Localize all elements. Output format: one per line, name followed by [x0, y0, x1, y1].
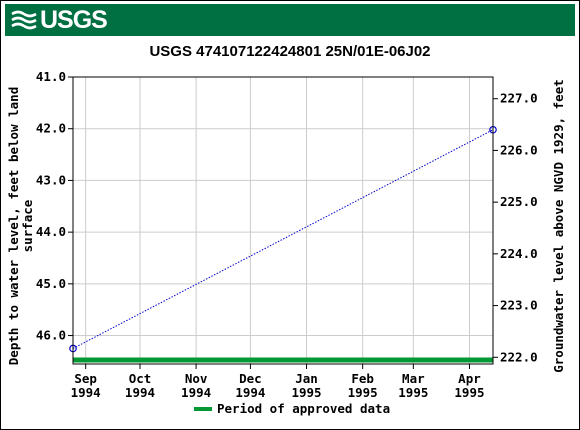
- x-tick-label-year: 1994: [235, 385, 265, 400]
- x-tick-label-month: Feb: [351, 371, 374, 386]
- left-tick-label: 44.0: [36, 224, 66, 239]
- right-axis: 227.0 226.0 225.0 224.0 223.0 222.0: [493, 91, 538, 364]
- usgs-banner: USGS: [5, 4, 575, 36]
- x-tick-label-month: Mar: [402, 371, 425, 386]
- chart-title: USGS 474107122424801 25N/01E-06J02: [149, 43, 431, 60]
- right-tick-label: 226.0: [500, 142, 538, 157]
- right-tick-label: 227.0: [500, 91, 538, 106]
- legend: Period of approved data: [194, 401, 390, 416]
- right-tick-label: 222.0: [500, 349, 538, 364]
- left-axis-label-line2: surface: [20, 199, 35, 252]
- right-tick-label: 225.0: [500, 194, 538, 209]
- left-axis: 41.0 42.0 43.0 44.0 45.0 46.0: [36, 69, 73, 343]
- usgs-wave-icon: [11, 10, 37, 30]
- usgs-logo[interactable]: USGS: [11, 6, 108, 34]
- x-tick-label-month: Sep: [74, 371, 97, 386]
- series-line: [72, 129, 494, 349]
- right-axis-label: Groundwater level above NGVD 1929, feet: [551, 79, 566, 373]
- x-tick-label-year: 1995: [348, 385, 378, 400]
- left-axis-label-line1: Depth to water level, feet below land: [6, 87, 21, 365]
- left-tick-label: 43.0: [36, 172, 66, 187]
- x-tick-label-year: 1994: [181, 385, 211, 400]
- x-tick-label-year: 1994: [125, 385, 155, 400]
- series-layer: [69, 125, 497, 353]
- right-tick-label: 224.0: [500, 246, 538, 261]
- left-tick-label: 42.0: [36, 121, 66, 136]
- x-axis: Sep1994Oct1994Nov1994Dec1994Jan1995Feb19…: [71, 364, 485, 400]
- grid-lines: [73, 76, 493, 364]
- x-tick-label-year: 1994: [71, 385, 101, 400]
- left-tick-label: 46.0: [36, 328, 66, 343]
- x-tick-label-year: 1995: [291, 385, 321, 400]
- x-tick-label-month: Oct: [129, 371, 152, 386]
- x-tick-label-month: Nov: [185, 371, 208, 386]
- left-tick-label: 45.0: [36, 276, 66, 291]
- usgs-logo-text: USGS: [40, 6, 108, 34]
- x-tick-label-month: Apr: [458, 371, 481, 386]
- x-tick-label-year: 1995: [398, 385, 428, 400]
- plot-area-border: [72, 76, 494, 365]
- x-tick-label-month: Dec: [239, 371, 262, 386]
- legend-label: Period of approved data: [217, 401, 390, 416]
- left-tick-label: 41.0: [36, 69, 66, 84]
- x-tick-label-year: 1995: [454, 385, 484, 400]
- right-tick-label: 223.0: [500, 298, 538, 313]
- x-tick-label-month: Jan: [295, 371, 318, 386]
